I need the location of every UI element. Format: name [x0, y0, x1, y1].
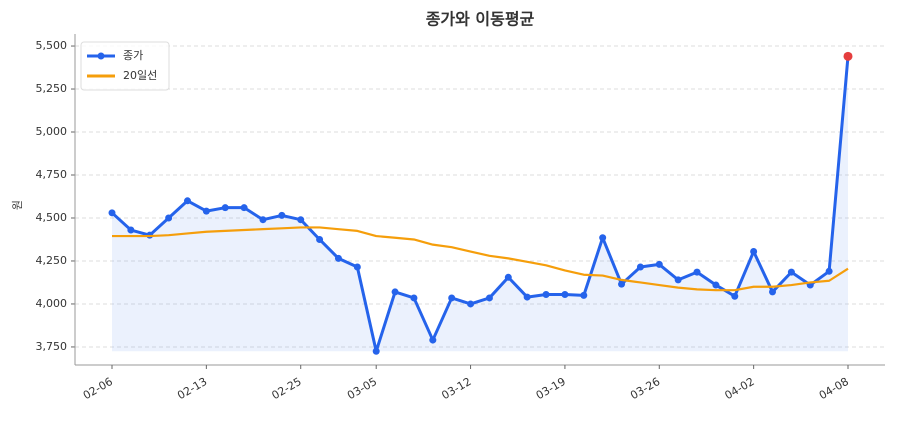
- point: [353, 263, 361, 271]
- point: [127, 226, 135, 234]
- point: [731, 292, 739, 300]
- x-tick-label: 02-25: [270, 375, 304, 402]
- x-tick-label: 03-05: [345, 375, 379, 402]
- point: [334, 254, 342, 262]
- point: [580, 291, 588, 299]
- point: [183, 197, 191, 205]
- point: [297, 216, 305, 224]
- legend-marker: [97, 52, 105, 60]
- point: [410, 294, 418, 302]
- point: [750, 248, 758, 256]
- y-axis-label: 원: [11, 200, 24, 210]
- point: [202, 207, 210, 215]
- point: [467, 300, 475, 308]
- line: [112, 226, 849, 292]
- legend-label: 종가: [123, 49, 143, 62]
- point: [391, 288, 399, 296]
- area: [112, 56, 848, 352]
- point: [674, 276, 682, 284]
- x-tick-label: 03-26: [628, 375, 662, 402]
- x-tick-label: 03-12: [439, 375, 473, 402]
- point: [618, 280, 626, 288]
- point: [787, 268, 795, 276]
- point: [372, 347, 380, 355]
- point: [504, 273, 512, 281]
- y-tick-label: 3,750: [36, 340, 68, 353]
- y-tick-label: 5,250: [36, 82, 68, 95]
- point: [843, 51, 853, 61]
- point: [278, 211, 286, 219]
- point: [636, 263, 644, 271]
- point: [485, 294, 493, 302]
- y-tick-label: 5,500: [36, 39, 68, 52]
- point: [448, 294, 456, 302]
- point: [316, 235, 324, 243]
- point: [259, 216, 267, 224]
- point: [165, 214, 173, 222]
- x-tick-label: 03-19: [534, 375, 568, 402]
- y-tick-label: 4,250: [36, 254, 68, 267]
- point: [599, 234, 607, 242]
- legend-label: 20일선: [123, 68, 157, 82]
- x-tick-label: 02-06: [81, 375, 115, 402]
- point: [240, 204, 248, 212]
- x-tick-label: 04-08: [817, 375, 851, 402]
- point: [561, 291, 569, 299]
- point: [825, 267, 833, 275]
- chart-title: 종가와 이동평균: [426, 10, 535, 29]
- point: [693, 268, 701, 276]
- y-tick-label: 5,000: [36, 125, 68, 138]
- point: [523, 293, 531, 301]
- point: [769, 288, 777, 296]
- point: [429, 336, 437, 344]
- x-tick-label: 02-13: [175, 375, 209, 402]
- point: [712, 281, 720, 289]
- y-tick-label: 4,750: [36, 168, 68, 181]
- point: [542, 291, 550, 299]
- x-tick-label: 04-02: [722, 375, 756, 402]
- y-tick-label: 4,500: [36, 211, 68, 224]
- y-tick-label: 4,000: [36, 297, 68, 310]
- point: [108, 209, 116, 217]
- point: [221, 204, 229, 212]
- point: [655, 260, 663, 268]
